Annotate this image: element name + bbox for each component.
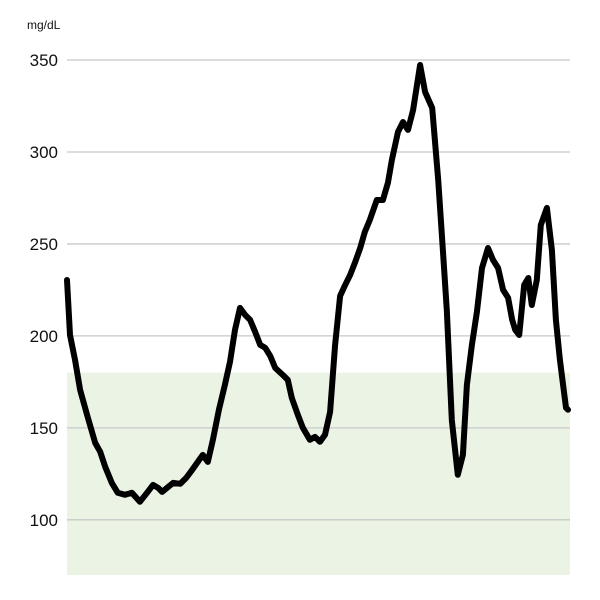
y-tick-label: 250 [30,235,58,254]
y-tick-label: 350 [30,51,58,70]
y-tick-label: 300 [30,143,58,162]
y-tick-label: 200 [30,327,58,346]
target-range-band [67,372,570,575]
y-tick-label: 150 [30,419,58,438]
y-tick-label: 100 [30,511,58,530]
glucose-line [64,62,571,505]
y-axis-unit-label: mg/dL [27,18,61,32]
